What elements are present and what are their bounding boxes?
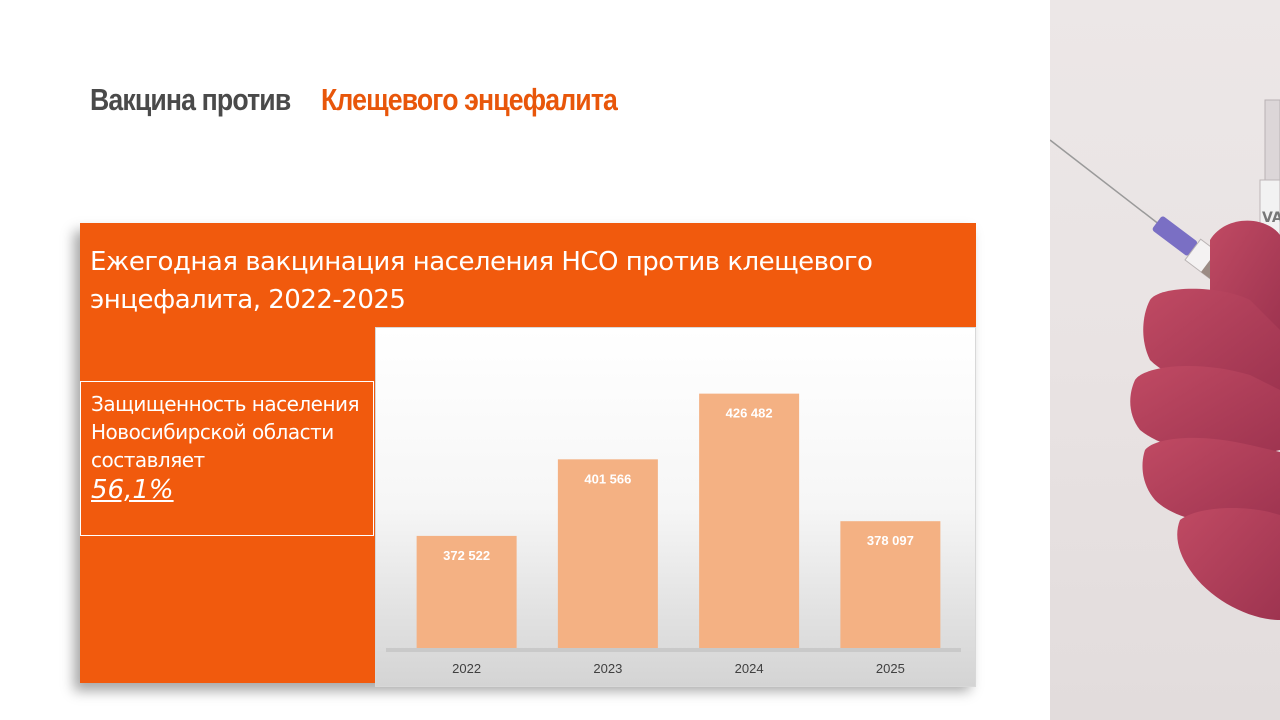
bar-chart: 372 522 2022 401 566 2023 426 482 2024 378 097… [375,327,976,687]
syringe-photo: VA 0,511,522,5 [1050,0,1280,720]
bar-2024 [699,393,800,648]
title-part-2: Клещевого энцефалита [320,82,618,117]
data-label-2024: 426 482 [726,406,773,421]
x-tick-label-2023: 2023 [593,661,622,676]
x-tick-label-2024: 2024 [735,661,764,676]
bar-2023 [557,459,658,648]
bar-2022 [416,535,517,648]
data-label-2023: 401 566 [584,471,631,486]
syringe-hand-icon: VA 0,511,522,5 [1050,99,1280,620]
chart-header: Ежегодная вакцинация населения НСО проти… [90,247,873,315]
info-percent: 56,1% [91,475,174,505]
info-box: Защищенность населения Новосибирской обл… [80,381,374,536]
x-tick-label-2022: 2022 [452,661,481,676]
slide-title: Вакцина против Клещевого энцефалита [90,82,665,118]
data-label-2025: 378 097 [867,533,914,548]
bars-layer: 372 522 2022 401 566 2023 426 482 2024 378 097… [386,393,961,676]
chart-svg: 372 522 2022 401 566 2023 426 482 2024 378 097… [386,393,961,676]
title-part-1: Вакцина против [90,82,291,117]
chart-baseline [386,648,961,652]
data-label-2022: 372 522 [443,548,490,563]
x-tick-label-2025: 2025 [876,661,905,676]
vial-text: VA [1262,210,1280,226]
info-text: Защищенность населения Новосибирской обл… [91,392,360,472]
bar-2025 [840,521,941,648]
